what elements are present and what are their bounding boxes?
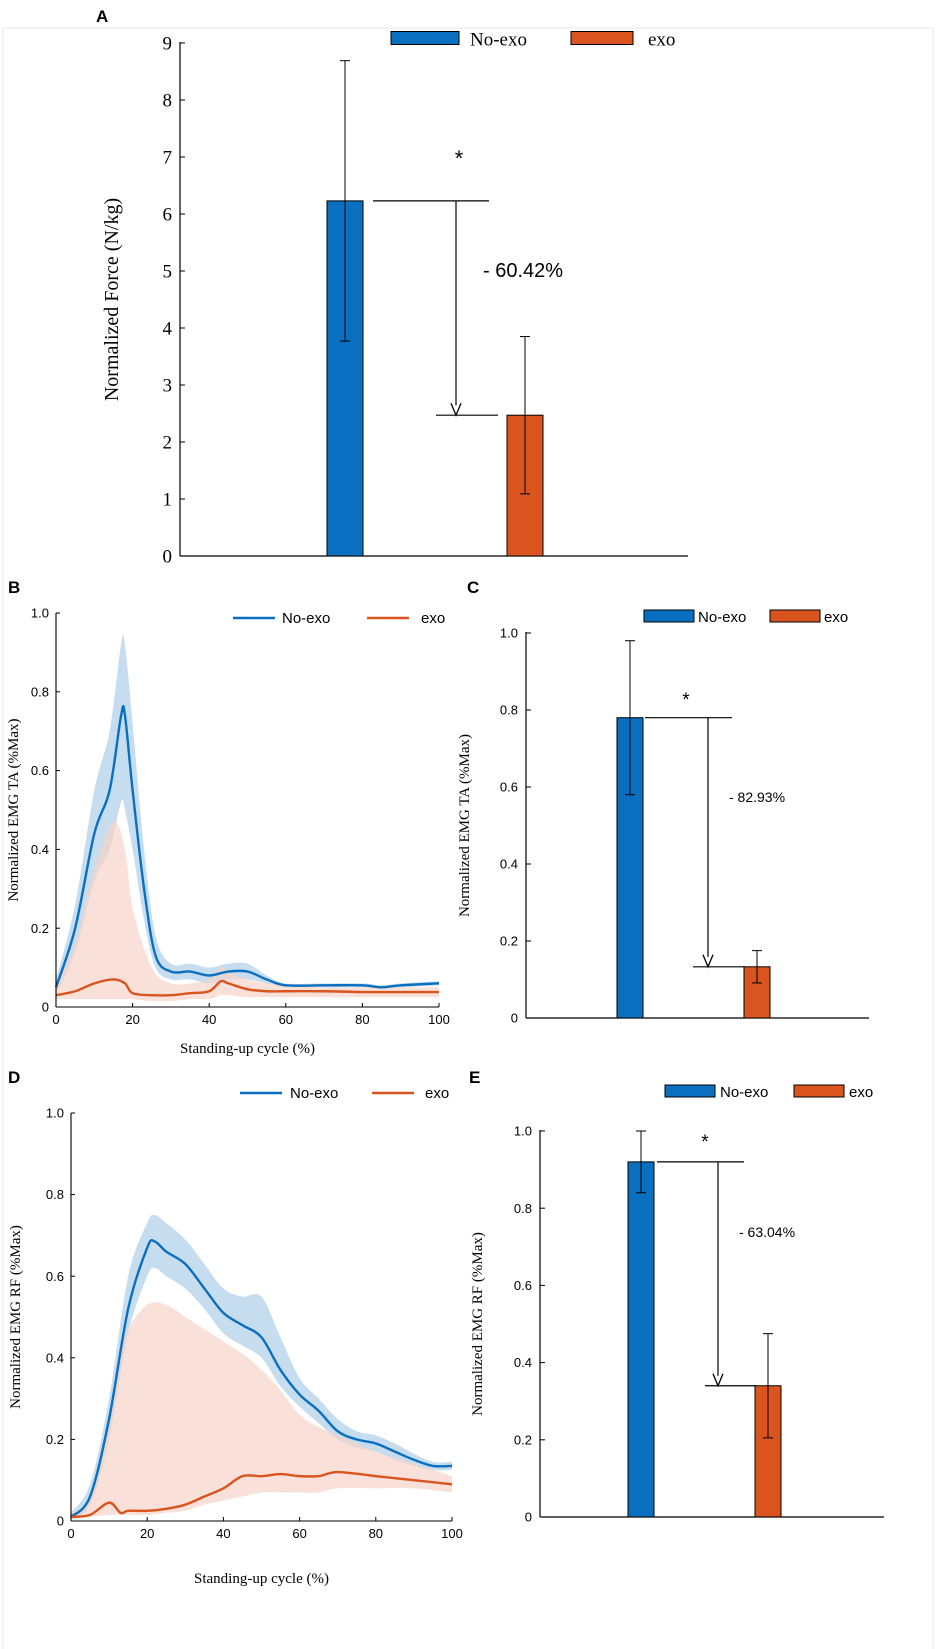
legend-label-no-exo: No-exo [698,609,746,626]
legend-swatch-exo [570,31,634,45]
y-axis-label: Normalized EMG TA (%Max) [6,718,22,901]
x-tick-label: 80 [369,1526,383,1541]
x-tick-label: 40 [216,1526,230,1541]
y-tick-label: 0 [42,1000,49,1015]
band-no-exo [71,1214,452,1519]
y-tick-label: 0.6 [46,1269,64,1284]
percent-change-label: - 82.93% [729,789,785,805]
x-tick-label: 40 [202,1012,216,1027]
x-tick-label: 60 [279,1012,293,1027]
annotation-arrow-head [450,402,462,417]
y-tick-label: 0.2 [500,934,518,949]
band-no-exo [56,634,439,996]
y-tick-label: 9 [163,34,173,55]
legend-swatch-no-exo [643,609,695,623]
bar-no-exo [627,1161,655,1518]
y-tick-label: 0.2 [46,1432,64,1447]
y-tick-label: 0.2 [31,921,49,936]
legend-swatch-no-exo [390,31,460,45]
x-tick-label: 100 [441,1526,463,1541]
y-tick-label: 0.4 [500,857,518,872]
y-tick-label: 0 [525,1510,532,1525]
y-tick-label: 4 [163,319,173,340]
legend-label-exo: exo [421,610,445,627]
y-tick-label: 0.4 [514,1355,532,1370]
legend-label-exo: exo [849,1084,873,1101]
legend-label-no-exo: No-exo [470,29,527,50]
y-tick-label: 1 [163,490,173,511]
y-tick-label: 0.6 [500,780,518,795]
panel-letter-e: E [469,1068,480,1087]
annotation-arrow-head [712,1373,724,1388]
legend-label-no-exo: No-exo [290,1085,338,1102]
y-axis-label: Normalized EMG RF (%Max) [8,1225,24,1409]
x-tick-label: 0 [52,1012,59,1027]
legend-label-no-exo: No-exo [282,610,330,627]
y-tick-label: 0.8 [46,1187,64,1202]
line-exo [70,1470,453,1519]
legend-swatch-exo [769,609,821,623]
significance-star: * [701,1132,709,1153]
y-tick-label: 1.0 [46,1106,64,1121]
panel-letter-d: D [8,1068,20,1087]
y-tick-label: 7 [163,148,173,169]
legend-label-exo: exo [648,29,675,50]
panel-d: D 0 0.2 0.4 0.6 0.8 1.0 0 20 40 60 80 100 Normalized … [8,1068,463,1587]
y-axis-label: Normalized Force (N/kg) [101,198,123,401]
legend-swatch-exo [793,1084,845,1098]
y-tick-label: 1.0 [31,606,49,621]
y-tick-label: 0.2 [514,1432,532,1447]
x-tick-label: 20 [140,1526,154,1541]
x-axis-label: Standing-up cycle (%) [194,1571,329,1587]
x-tick-label: 60 [292,1526,306,1541]
y-axis-label: Normalized EMG TA (%Max) [457,734,473,917]
legend-label-exo: exo [425,1085,449,1102]
y-tick-label: 0 [511,1011,518,1026]
legend-label-exo: exo [824,609,848,626]
legend-label-no-exo: No-exo [720,1084,768,1101]
y-tick-label: 0.8 [514,1201,532,1216]
y-tick-label: 2 [163,433,173,454]
y-tick-label: 1.0 [500,626,518,641]
panel-a: A 0 1 2 3 4 5 6 7 8 9 Normalized Force (N/kg) No-exo… [96,7,688,568]
y-tick-label: 0.4 [46,1350,64,1365]
y-tick-label: 6 [163,205,173,226]
y-tick-label: 0.8 [500,703,518,718]
x-tick-label: 100 [428,1012,450,1027]
panel-b: B 0 0.2 0.4 0.6 0.8 1.0 0 20 40 60 80 100 Normalized … [6,578,450,1057]
panel-e: E 0 0.2 0.4 0.6 0.8 1.0 Normalized EMG RF (%Max… [469,1068,884,1525]
x-axis-label: Standing-up cycle (%) [180,1041,315,1057]
panel-letter-a: A [96,7,108,26]
y-tick-label: 0 [57,1514,64,1529]
y-tick-label: 8 [163,91,173,112]
y-tick-label: 5 [163,262,173,283]
y-axis-label: Normalized EMG RF (%Max) [470,1232,486,1416]
line-no-exo [54,704,440,989]
y-tick-label: 3 [163,376,173,397]
annotation-arrow-head [702,954,714,969]
band-exo [71,1302,452,1519]
significance-star: * [455,146,464,171]
y-tick-label: 0.8 [31,684,49,699]
panel-letter-b: B [8,578,20,597]
y-tick-label: 1.0 [514,1124,532,1139]
bar-no-exo [326,200,364,557]
x-tick-label: 0 [67,1526,74,1541]
line-exo [55,978,439,997]
y-tick-label: 0 [163,547,173,568]
y-tick-label: 0.6 [514,1278,532,1293]
percent-change-label: - 60.42% [483,260,563,282]
x-tick-label: 20 [125,1012,139,1027]
x-tick-label: 80 [355,1012,369,1027]
legend-swatch-no-exo [664,1084,716,1098]
percent-change-label: - 63.04% [739,1224,795,1240]
y-tick-label: 0.6 [31,763,49,778]
panel-letter-c: C [467,578,479,597]
line-no-exo [70,1238,453,1518]
significance-star: * [682,690,690,711]
y-tick-label: 0.4 [31,842,49,857]
panel-c: C 0 0.2 0.4 0.6 0.8 1.0 Normalized EMG TA (%Max… [457,578,869,1026]
